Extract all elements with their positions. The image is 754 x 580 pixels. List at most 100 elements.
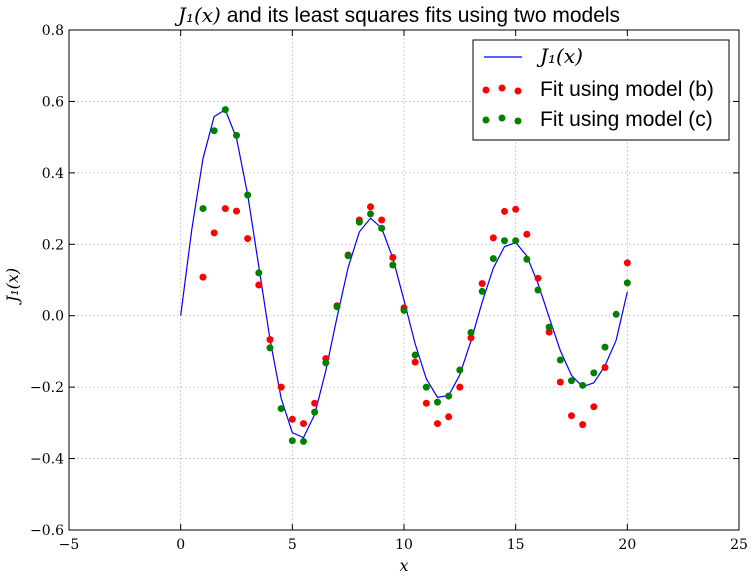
legend-label-j1: J₁(x)	[536, 44, 583, 68]
data-point-model-b	[445, 413, 453, 421]
data-point-model-b	[512, 205, 520, 213]
data-point-model-c	[277, 405, 285, 413]
data-point-model-c	[367, 210, 374, 218]
data-point-model-b	[411, 358, 419, 366]
tick-labels: −5 0 5 10 15 20 25 −0.6 −0.4 −0.2 0.0 0.2 0.4 0.6 0.8	[30, 23, 748, 553]
x-tick-label: 20	[618, 537, 636, 553]
series-line-j1	[180, 108, 628, 439]
data-point-model-b	[367, 203, 374, 211]
legend-dot-model-b-2	[498, 84, 506, 92]
data-point-model-c	[545, 323, 553, 331]
data-point-model-b	[422, 399, 430, 407]
data-point-model-c	[378, 224, 386, 232]
data-point-model-c	[199, 205, 207, 213]
legend-dot-model-b-1	[482, 86, 490, 94]
x-tick-label: 10	[395, 537, 413, 553]
data-point-model-b	[233, 207, 240, 215]
data-point-model-b	[556, 378, 564, 386]
legend-swatch-model-c	[482, 114, 522, 125]
data-point-model-b	[545, 328, 553, 336]
data-point-model-c	[210, 127, 218, 135]
x-tick-label: 0	[176, 537, 185, 553]
data-point-model-c	[311, 408, 319, 416]
data-point-model-c	[322, 359, 330, 367]
x-tick-label: 15	[507, 537, 525, 553]
legend: J₁(x) Fit using model (b) Fit using mode…	[472, 39, 730, 141]
y-tick-label: −0.6	[30, 523, 64, 539]
data-point-model-c	[568, 377, 575, 385]
data-point-model-c	[556, 356, 564, 364]
series-line-group	[180, 108, 628, 439]
data-point-model-b	[523, 230, 531, 238]
legend-dot-model-b-3	[514, 87, 522, 95]
x-tick-label: 5	[288, 537, 297, 553]
data-point-model-b	[199, 273, 207, 281]
data-point-model-b	[221, 205, 229, 213]
data-point-model-c	[300, 437, 307, 445]
y-tick-label: 0.6	[42, 94, 64, 110]
grid	[69, 30, 739, 530]
y-axis-label: J₁(x)	[3, 268, 22, 305]
data-point-model-b	[456, 383, 464, 391]
data-point-model-c	[501, 237, 508, 245]
legend-label-model-c: Fit using model (c)	[540, 108, 713, 131]
y-tick-label: 0.0	[42, 309, 64, 325]
data-point-model-b	[255, 281, 263, 289]
data-point-model-c	[467, 329, 475, 336]
data-point-model-c	[478, 287, 486, 295]
data-point-model-c	[534, 286, 542, 294]
data-point-model-b	[590, 403, 598, 411]
data-point-model-c	[523, 255, 531, 263]
data-point-model-c	[344, 252, 352, 260]
data-point-model-b	[300, 420, 307, 428]
data-point-model-c	[489, 255, 497, 263]
data-point-model-c	[400, 306, 408, 314]
x-axis-label: x	[399, 556, 408, 575]
data-point-model-b	[467, 334, 475, 342]
data-point-model-c	[590, 369, 598, 377]
data-point-model-c	[623, 279, 631, 287]
data-point-model-c	[244, 191, 252, 199]
data-point-model-b	[210, 229, 218, 237]
data-point-model-c	[221, 106, 229, 114]
data-point-model-b	[434, 420, 441, 428]
x-tick-label: −5	[59, 537, 80, 553]
data-point-model-c	[456, 366, 464, 374]
data-point-model-c	[512, 237, 520, 245]
data-point-model-b	[579, 421, 587, 429]
data-point-model-b	[378, 216, 386, 224]
data-point-model-c	[255, 269, 263, 277]
x-tick-label: 25	[730, 537, 748, 553]
y-tick-label: 0.4	[42, 166, 64, 182]
data-point-model-c	[411, 351, 419, 359]
data-point-model-b	[288, 415, 296, 423]
data-point-model-b	[266, 336, 274, 344]
data-point-model-c	[389, 261, 397, 269]
data-point-model-b	[623, 259, 631, 267]
legend-swatch-model-b	[482, 84, 522, 95]
data-point-model-b	[568, 412, 575, 420]
legend-dot-model-c-2	[498, 114, 506, 122]
y-tick-label: −0.2	[30, 380, 64, 396]
chart-title-text: and its least squares fits using two mod…	[221, 4, 620, 27]
data-point-model-c	[355, 218, 363, 226]
data-point-model-b	[277, 383, 285, 391]
data-point-model-c	[434, 398, 441, 406]
data-point-model-b	[311, 399, 319, 407]
legend-dot-model-c-3	[514, 117, 522, 125]
y-tick-label: 0.2	[42, 237, 64, 253]
data-point-model-c	[601, 343, 609, 351]
legend-dot-model-c-1	[482, 116, 490, 124]
y-tick-label: 0.8	[42, 23, 64, 39]
data-point-model-b	[601, 364, 609, 371]
data-point-model-c	[422, 383, 430, 391]
data-point-model-c	[333, 303, 341, 311]
y-tick-label: −0.4	[30, 452, 64, 468]
data-point-model-c	[445, 392, 453, 400]
data-point-model-c	[266, 344, 274, 352]
chart-title: J₁(x) and its least squares fits using t…	[174, 3, 620, 27]
data-point-model-c	[579, 381, 587, 389]
data-point-model-b	[244, 235, 252, 243]
data-point-model-c	[233, 131, 240, 139]
